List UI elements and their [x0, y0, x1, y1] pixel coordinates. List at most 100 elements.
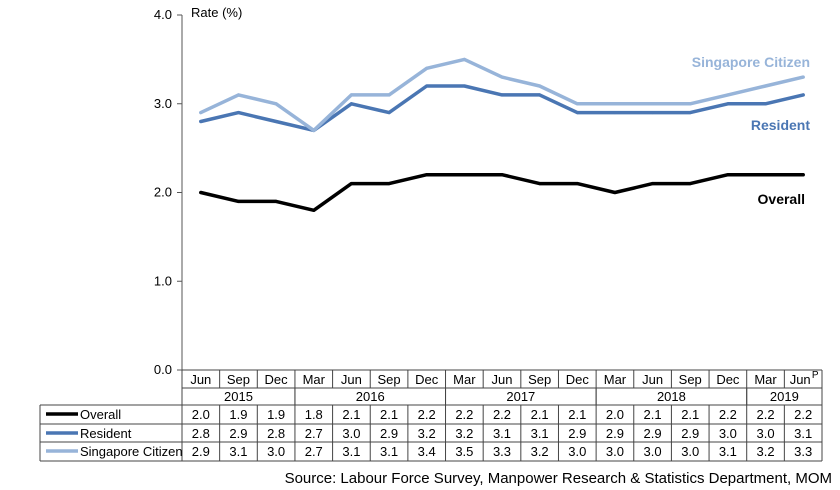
- data-point: [387, 111, 391, 115]
- x-year-label: 2019: [770, 389, 799, 404]
- x-tick-label: Dec: [415, 372, 439, 387]
- data-point: [651, 111, 655, 115]
- data-point: [764, 84, 768, 88]
- data-label: 3.1: [719, 444, 737, 459]
- data-label: 3.0: [681, 444, 699, 459]
- data-point: [801, 173, 805, 177]
- data-point: [651, 102, 655, 106]
- data-label: 2.9: [229, 426, 247, 441]
- y-tick-label: 2.0: [154, 185, 172, 200]
- x-tick-label: Dec: [566, 372, 590, 387]
- data-point: [349, 93, 353, 97]
- y-tick-label: 4.0: [154, 7, 172, 22]
- data-point: [199, 120, 203, 123]
- data-point: [236, 111, 240, 115]
- x-tick-label: Mar: [604, 372, 627, 387]
- data-label: 2.1: [531, 407, 549, 422]
- x-tick-label: Jun: [341, 372, 362, 387]
- x-tick-label: Jun: [190, 372, 211, 387]
- x-tick-label: Dec: [265, 372, 289, 387]
- data-label: 3.2: [756, 444, 774, 459]
- data-label: 3.5: [455, 444, 473, 459]
- series-end-label: Resident: [751, 117, 810, 133]
- legend-label: Singapore Citizen: [80, 444, 183, 459]
- data-point: [274, 120, 278, 123]
- x-tick-label: Dec: [716, 372, 740, 387]
- data-label: 2.1: [681, 407, 699, 422]
- x-tick-label: Sep: [679, 372, 702, 387]
- data-point: [538, 93, 542, 97]
- data-point: [425, 173, 429, 177]
- data-point: [613, 191, 617, 194]
- data-point: [236, 93, 240, 97]
- x-tick-label: Jun: [642, 372, 663, 387]
- x-tick-label: Jun: [790, 372, 811, 387]
- data-point: [688, 102, 692, 106]
- data-label: 3.1: [794, 426, 812, 441]
- x-year-label: 2015: [224, 389, 253, 404]
- x-year-label: 2017: [506, 389, 535, 404]
- data-point: [575, 182, 579, 186]
- data-label: 3.1: [380, 444, 398, 459]
- data-label: 2.2: [794, 407, 812, 422]
- data-point: [462, 84, 466, 88]
- data-label: 2.1: [380, 407, 398, 422]
- data-point: [688, 111, 692, 115]
- data-label: 3.0: [342, 426, 360, 441]
- data-point: [651, 182, 655, 186]
- data-point: [538, 182, 542, 186]
- x-tick-label: Sep: [377, 372, 400, 387]
- legend-label: Overall: [80, 407, 121, 422]
- y-axis-label: Rate (%): [191, 5, 242, 20]
- x-tick-superscript: P: [812, 370, 819, 381]
- data-label: 2.9: [644, 426, 662, 441]
- data-point: [199, 191, 203, 194]
- x-tick-label: Mar: [754, 372, 777, 387]
- data-label: 2.8: [192, 426, 210, 441]
- data-label: 3.2: [418, 426, 436, 441]
- data-label: 2.9: [606, 426, 624, 441]
- data-label: 3.3: [493, 444, 511, 459]
- data-point: [274, 199, 278, 203]
- series-end-label: Singapore Citizen: [692, 54, 810, 70]
- data-point: [801, 93, 805, 97]
- data-point: [764, 173, 768, 177]
- data-label: 3.3: [794, 444, 812, 459]
- y-tick-label: 3.0: [154, 96, 172, 111]
- x-tick-label: Sep: [227, 372, 250, 387]
- data-label: 2.2: [418, 407, 436, 422]
- data-point: [764, 102, 768, 106]
- data-label: 2.9: [192, 444, 210, 459]
- data-point: [575, 111, 579, 115]
- data-point: [387, 93, 391, 97]
- y-tick-label: 1.0: [154, 273, 172, 288]
- data-label: 3.2: [455, 426, 473, 441]
- data-label: 2.9: [380, 426, 398, 441]
- data-label: 2.2: [719, 407, 737, 422]
- data-point: [500, 75, 504, 79]
- data-label: 3.0: [606, 444, 624, 459]
- data-label: 3.0: [756, 426, 774, 441]
- y-tick-label: 0.0: [154, 362, 172, 377]
- data-label: 1.9: [267, 407, 285, 422]
- data-label: 3.4: [418, 444, 436, 459]
- data-label: 2.2: [493, 407, 511, 422]
- series-line-0: [199, 172, 805, 213]
- data-point: [726, 102, 730, 106]
- data-point: [613, 102, 617, 106]
- data-label: 2.1: [342, 407, 360, 422]
- data-point: [500, 93, 504, 97]
- data-label: 3.1: [493, 426, 511, 441]
- data-label: 2.2: [756, 407, 774, 422]
- series-end-label: Overall: [758, 191, 805, 207]
- data-label: 2.8: [267, 426, 285, 441]
- data-point: [538, 84, 542, 88]
- data-point: [575, 102, 579, 106]
- data-point: [312, 128, 316, 132]
- data-label: 3.2: [531, 444, 549, 459]
- data-label: 2.7: [305, 444, 323, 459]
- data-point: [462, 57, 466, 61]
- data-label: 3.0: [719, 426, 737, 441]
- data-label: 3.1: [229, 444, 247, 459]
- data-label: 2.9: [568, 426, 586, 441]
